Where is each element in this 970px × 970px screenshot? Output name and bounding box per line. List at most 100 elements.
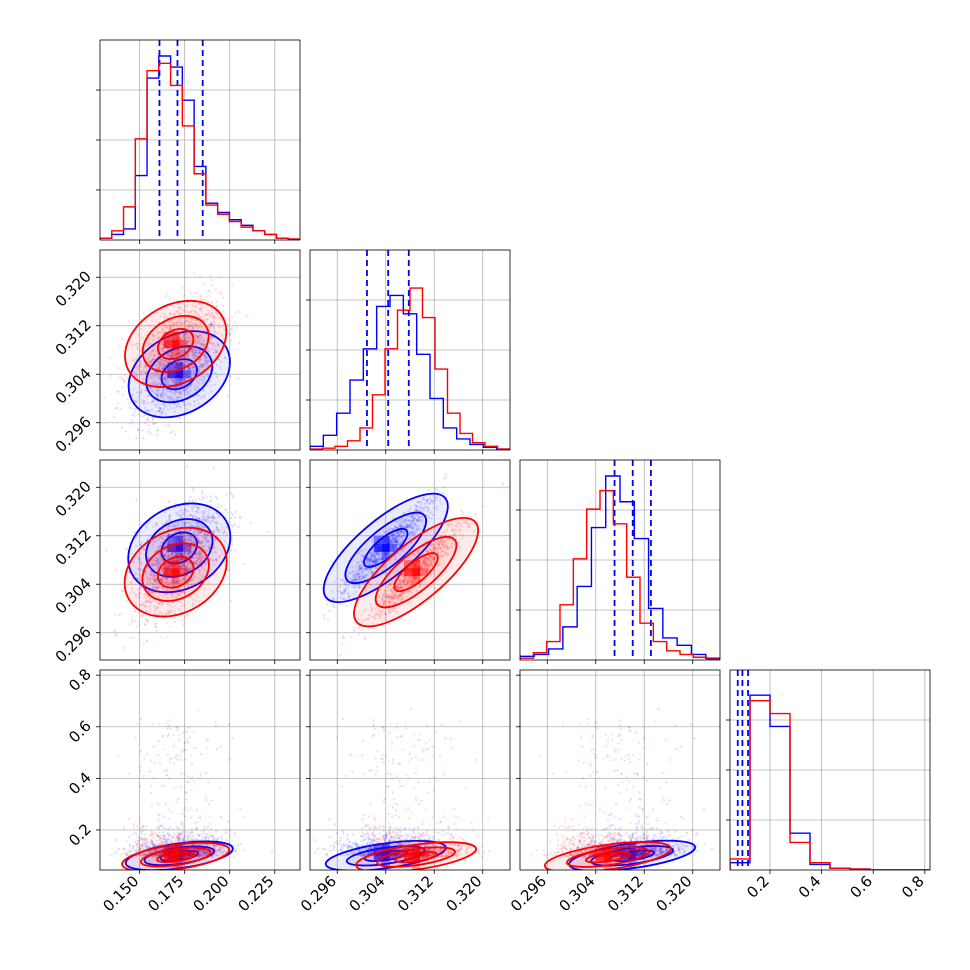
- x-tick-label: 0.225: [235, 872, 278, 915]
- panel-content: [520, 460, 720, 660]
- contour: [157, 327, 195, 360]
- contour: [124, 299, 228, 388]
- panel-content: [100, 670, 300, 870]
- contour: [160, 531, 199, 565]
- grid: [100, 670, 300, 870]
- x-tick-label: 0.6: [846, 872, 876, 902]
- x-tick-label: 0.312: [394, 872, 437, 915]
- panel-frame: [309, 459, 511, 661]
- x-tick-label: 0.200: [189, 872, 232, 915]
- panel-2-2: [516, 459, 721, 664]
- contour: [121, 841, 231, 870]
- panel-frame: [99, 459, 301, 661]
- y-tick-label: 0.296: [52, 623, 95, 666]
- contour: [127, 502, 232, 594]
- panel-content: [100, 460, 300, 660]
- panel-2-1: [306, 459, 511, 664]
- histogram-blue: [730, 694, 930, 870]
- y-tick-label: 0.312: [52, 526, 95, 569]
- contour: [376, 846, 456, 868]
- y-tick-label: 0.4: [65, 768, 95, 798]
- grid: [310, 670, 510, 870]
- y-tick-label: 0.304: [52, 574, 95, 617]
- histogram-blue: [310, 294, 510, 450]
- contour: [141, 315, 210, 373]
- x-tick-label: 0.296: [507, 872, 550, 915]
- x-tick-label: 0.320: [442, 872, 485, 915]
- contour: [139, 846, 212, 868]
- histogram-blue: [100, 55, 300, 240]
- panel-content: [520, 670, 720, 870]
- grid: [730, 670, 930, 870]
- contour: [394, 850, 438, 864]
- x-tick-label: 0.320: [652, 872, 695, 915]
- density-core: [163, 560, 188, 585]
- x-tick-label: 0.8: [898, 872, 928, 902]
- grid: [100, 250, 300, 450]
- contour: [344, 511, 428, 585]
- panel-1-0: 0.296 0.304 0.312 0.320: [52, 249, 301, 456]
- scatter-blue: [115, 717, 274, 858]
- x-tick-label: 0.296: [297, 872, 340, 915]
- contour: [393, 552, 439, 593]
- panel-content: [310, 670, 510, 870]
- x-tick-label: 0.312: [604, 872, 647, 915]
- x-tick-label: 0.150: [99, 872, 142, 915]
- grid: [310, 250, 510, 450]
- x-tick-label: 0.2: [743, 872, 773, 902]
- contour: [123, 526, 228, 618]
- panel-3-1: 0.296 0.304 0.312 0.320: [297, 669, 511, 915]
- y-tick-label: 0.312: [52, 316, 95, 359]
- panel-content: [100, 40, 300, 240]
- grid: [520, 670, 720, 870]
- contour: [156, 851, 196, 864]
- panel-frame: [519, 669, 721, 871]
- x-tick-label: 0.304: [345, 872, 388, 915]
- contour: [374, 535, 458, 609]
- histogram-red: [520, 490, 720, 660]
- contour: [355, 841, 478, 870]
- panel-frame: [99, 249, 301, 451]
- panel-0-0: [96, 39, 301, 244]
- panel-content: [100, 250, 300, 450]
- scatter-red: [112, 493, 270, 660]
- contour: [156, 555, 195, 589]
- grid: [100, 40, 300, 240]
- contour: [353, 516, 480, 628]
- panel-3-0: 0.150 0.175 0.200 0.225 0.2 0.4 0.6 0.8: [65, 665, 301, 915]
- density-core: [404, 560, 429, 585]
- x-tick-label: 0.175: [144, 872, 187, 915]
- grid: [520, 460, 720, 660]
- y-tick-label: 0.304: [52, 364, 95, 407]
- y-tick-label: 0.320: [52, 267, 95, 310]
- y-tick-label: 0.6: [65, 717, 95, 747]
- contour: [584, 850, 631, 864]
- panel-content: [730, 670, 930, 870]
- panel-content: [310, 250, 510, 450]
- y-tick-label: 0.296: [52, 413, 95, 456]
- panel-3-2: 0.296 0.304 0.312 0.320: [507, 669, 721, 915]
- contour: [566, 846, 650, 868]
- scatter-blue: [313, 708, 491, 858]
- histogram-red: [730, 700, 930, 870]
- grid: [310, 460, 510, 660]
- contour: [141, 542, 210, 602]
- histogram-blue: [520, 475, 720, 660]
- histogram-red: [310, 287, 510, 450]
- histogram-red: [100, 62, 300, 240]
- y-tick-label: 0.320: [52, 477, 95, 520]
- panel-frame: [99, 669, 301, 871]
- x-tick-label: 0.4: [795, 872, 825, 902]
- density-core: [163, 331, 188, 356]
- density-core: [167, 362, 192, 387]
- panel-3-3: 0.2 0.4 0.6 0.8: [726, 669, 931, 902]
- grid: [100, 460, 300, 660]
- panel-frame: [309, 669, 511, 871]
- y-tick-label: 0.2: [65, 820, 95, 850]
- panel-2-0: 0.296 0.304 0.312 0.320: [52, 459, 301, 666]
- panel-content: [310, 460, 510, 660]
- contour: [543, 841, 672, 870]
- density-core: [373, 535, 398, 560]
- panel-1-1: [306, 249, 511, 454]
